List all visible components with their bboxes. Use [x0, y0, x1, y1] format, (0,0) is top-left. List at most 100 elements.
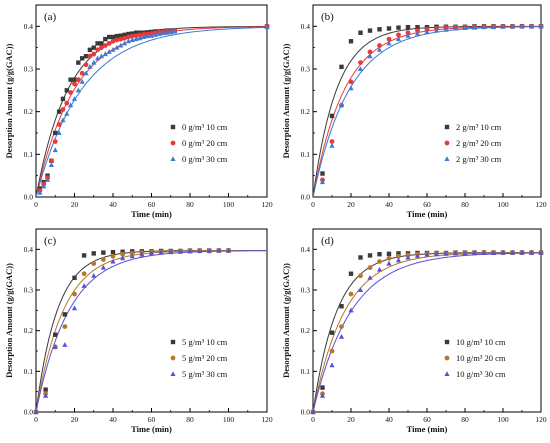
- data-point-triangle: [60, 117, 66, 123]
- panel-label: (a): [44, 11, 57, 23]
- data-point-circle: [125, 34, 131, 40]
- data-point-triangle: [81, 283, 87, 288]
- panel-label: (c): [44, 235, 57, 247]
- data-point-triangle: [367, 275, 373, 280]
- legend-label-0: 0 g/m³ 10 cm: [182, 122, 228, 132]
- data-point-triangle: [433, 27, 440, 33]
- x-tick-label: 120: [535, 200, 547, 209]
- data-point-triangle: [148, 250, 155, 256]
- x-axis: 0 20 40 60 80 100 120: [311, 408, 547, 424]
- fit-curve-2: [36, 26, 267, 197]
- fit-curves: [36, 25, 267, 197]
- data-point-circle: [81, 271, 87, 277]
- legend: 2 g/m³ 10 cm 2 g/m³ 20 cm 2 g/m³ 30 cm: [444, 122, 502, 164]
- y-tick-label: 0.2: [24, 326, 34, 335]
- data-point-triangle: [125, 38, 131, 44]
- legend-marker-triangle: [444, 371, 450, 376]
- data-point-triangle: [414, 253, 421, 258]
- data-point-triangle: [177, 248, 183, 254]
- data-point-triangle: [452, 25, 459, 31]
- data-point-circle: [49, 158, 54, 164]
- data-point-triangle: [310, 409, 316, 414]
- data-point-triangle: [156, 31, 162, 37]
- data-point-square: [320, 385, 325, 390]
- data-point-triangle: [357, 287, 364, 292]
- y-tick-label: 0.4: [24, 245, 34, 254]
- legend-label-1: 2 g/m³ 20 cm: [456, 138, 502, 148]
- data-point-triangle: [110, 258, 116, 264]
- x-axis-label: Time (min): [131, 424, 172, 434]
- data-point-square: [110, 249, 116, 255]
- data-point-circle: [99, 45, 104, 51]
- data-point-triangle: [338, 102, 345, 108]
- y-tick-label: 0.0: [301, 193, 311, 202]
- data-point-square: [106, 34, 112, 40]
- data-point-triangle: [319, 392, 326, 398]
- data-point-square: [339, 64, 344, 70]
- y-tick-label: 0.3: [24, 65, 34, 74]
- x-tick-label: 60: [148, 415, 156, 424]
- y-tick-label: 0.3: [301, 286, 311, 295]
- data-point-triangle: [43, 392, 49, 398]
- legend-marker-circle: [444, 140, 450, 146]
- data-point-triangle: [187, 248, 193, 254]
- data-point-triangle: [83, 70, 89, 76]
- data-point-triangle: [319, 179, 326, 185]
- data-point-triangle: [357, 66, 364, 71]
- data-point-triangle: [52, 147, 58, 153]
- data-point-triangle: [121, 40, 128, 46]
- data-point-circle: [415, 28, 420, 33]
- data-point-square: [81, 253, 87, 258]
- data-point-circle: [396, 32, 401, 38]
- data-point-square: [329, 330, 335, 335]
- data-point-triangle: [329, 362, 335, 368]
- data-point-circle: [72, 291, 77, 297]
- data-point-triangle: [528, 23, 535, 29]
- data-point-triangle: [110, 47, 116, 52]
- data-point-triangle: [225, 247, 232, 253]
- legend-marker-circle: [170, 355, 176, 361]
- data-point-triangle: [33, 409, 39, 414]
- legend-label-1: 5 g/m³ 20 cm: [182, 353, 228, 363]
- y-axis: 0.0 0.1 0.2 0.3 0.4: [24, 4, 40, 202]
- legend-label-1: 10 g/m³ 20 cm: [456, 353, 506, 363]
- legend-label-0: 5 g/m³ 10 cm: [182, 337, 228, 347]
- x-tick-label: 60: [423, 200, 431, 209]
- data-point-circle: [358, 273, 363, 279]
- data-point-circle: [68, 90, 74, 95]
- data-point-square: [396, 25, 401, 30]
- panel-0: 0 20 40 60 80 100 120 0.0 0.1 0.2 0.3 0.4 Time (min)…: [4, 4, 273, 219]
- data-point-circle: [377, 259, 382, 264]
- y-tick-label: 0.0: [301, 408, 311, 417]
- data-point-triangle: [52, 344, 58, 349]
- data-point-circle: [120, 251, 126, 257]
- x-tick-label: 100: [497, 200, 509, 209]
- data-point-triangle: [137, 35, 143, 41]
- data-point-square: [367, 28, 373, 33]
- data-point-circle: [91, 51, 97, 57]
- legend-marker-circle: [170, 140, 176, 146]
- data-point-square: [386, 26, 392, 31]
- data-point-square: [348, 39, 354, 44]
- y-tick-label: 0.2: [24, 107, 34, 116]
- data-point-circle: [386, 255, 392, 261]
- y-axis-label: Desorption Amount (g/g(GAC)): [4, 43, 14, 158]
- data-point-triangle: [164, 29, 170, 35]
- y-tick-label: 0.0: [24, 193, 34, 202]
- data-point-circle: [133, 33, 139, 39]
- x-tick-label: 80: [186, 200, 194, 209]
- data-point-circle: [83, 62, 89, 68]
- data-point-circle: [95, 47, 100, 53]
- x-tick-label: 40: [109, 415, 117, 424]
- data-point-triangle: [118, 42, 124, 48]
- data-point-triangle: [538, 249, 544, 255]
- data-point-triangle: [519, 249, 525, 255]
- y-axis-label: Desorption Amount (g/g(GAC)): [4, 263, 14, 378]
- data-point-triangle: [509, 249, 516, 255]
- data-point-triangle: [102, 51, 108, 57]
- x-tick-label: 60: [423, 415, 431, 424]
- fit-curves: [313, 252, 541, 412]
- data-point-circle: [52, 139, 58, 144]
- x-tick-label: 80: [186, 415, 194, 424]
- data-point-triangle: [386, 260, 392, 266]
